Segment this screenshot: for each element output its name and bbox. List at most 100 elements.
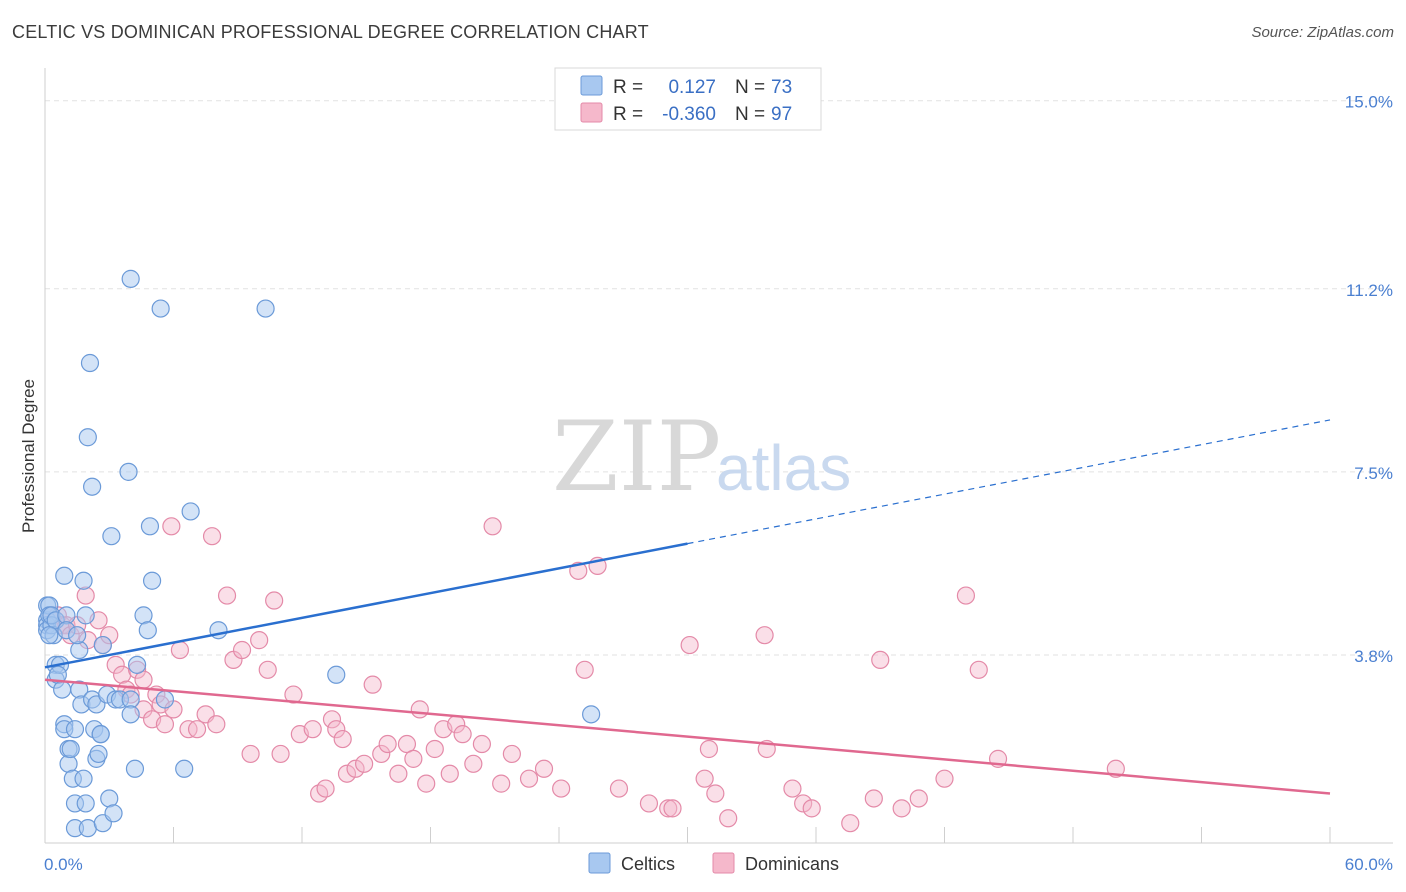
dominicans-point-21 <box>155 715 175 734</box>
dominicans-point-82 <box>755 626 774 645</box>
dominicans-point-85 <box>794 794 813 813</box>
dominicans-point-61 <box>453 725 472 744</box>
dominicans-point-40 <box>303 720 322 739</box>
watermark-atlas: atlas <box>716 432 851 504</box>
celtics-point-54 <box>119 462 138 481</box>
legend: R = 0.127 N = 73 R = -0.360 N = 97 <box>554 67 822 131</box>
celtics-trend-line <box>44 542 688 669</box>
legend-celtics-n-label: N = <box>735 77 765 98</box>
celtics-point-22 <box>61 739 80 759</box>
dominicans-point-90 <box>892 799 911 818</box>
celtics-point-63 <box>142 571 162 590</box>
bottom-legend-celtics-swatch <box>588 852 611 874</box>
trend-lines <box>44 419 1331 795</box>
celtics-point-34 <box>76 794 95 813</box>
dominicans-point-36 <box>265 591 284 610</box>
dominicans-point-94 <box>969 660 988 679</box>
celtics-point-31 <box>74 571 93 590</box>
celtics-point-67 <box>181 502 200 521</box>
dominicans-point-59 <box>440 764 459 783</box>
dominicans-point-43 <box>322 710 342 729</box>
celtics-point-65 <box>155 690 175 709</box>
dominicans-point-48 <box>355 754 374 773</box>
dominicans-point-92 <box>935 769 954 788</box>
celtics-point-29 <box>68 626 87 645</box>
dominicans-point-44 <box>327 720 346 739</box>
dominicans-point-35 <box>258 660 277 679</box>
celtics-point-28 <box>70 640 89 660</box>
legend-celtics-swatch <box>580 75 603 96</box>
celtics-point-56 <box>121 269 140 288</box>
celtics-point-58 <box>125 759 145 778</box>
y-tick-label-0: 3.8% <box>1354 647 1393 666</box>
dominicans-point-55 <box>410 700 429 719</box>
watermark-zip: ZIP <box>552 401 721 513</box>
dominicans-point-76 <box>663 799 682 818</box>
dominicans-point-51 <box>378 734 397 754</box>
chart-title: CELTIC VS DOMINICAN PROFESSIONAL DEGREE … <box>12 22 649 42</box>
celtics-point-72 <box>40 626 59 645</box>
celtics-point-64 <box>151 299 170 318</box>
dominicans-point-6 <box>76 586 95 605</box>
dominicans-point-22 <box>162 517 181 536</box>
dominicans-point-32 <box>232 640 252 660</box>
celtics-point-33 <box>74 769 93 788</box>
dominicans-point-75 <box>659 799 678 818</box>
dominicans-point-87 <box>841 814 860 833</box>
bottom-legend-dominicans-label: Dominicans <box>745 854 839 874</box>
celtics-point-69 <box>256 299 275 318</box>
legend-dominicans-n-value: 97 <box>771 104 792 125</box>
celtics-point-37 <box>80 353 100 373</box>
watermark: ZIP atlas <box>552 401 851 513</box>
dominicans-point-42 <box>316 779 335 798</box>
dominicans-point-62 <box>464 754 483 773</box>
legend-dominicans-r-label: R = <box>613 104 643 125</box>
bottom-legend: Celtics Dominicans <box>588 852 839 874</box>
dominicans-point-80 <box>706 784 725 803</box>
dominicans-point-54 <box>404 749 423 768</box>
celtics-point-38 <box>83 477 102 496</box>
celtics-point-45 <box>91 725 110 744</box>
dominicans-point-52 <box>389 764 408 783</box>
y-tick-label-2: 11.2% <box>1346 281 1393 300</box>
celtics-point-43 <box>89 744 108 764</box>
legend-dominicans-r-value: -0.360 <box>662 104 716 125</box>
y-tick-labels: 3.8% 7.5% 11.2% 15.0% <box>1345 93 1393 666</box>
legend-celtics-r-label: R = <box>613 77 643 98</box>
celtics-point-51 <box>104 804 123 823</box>
x-tick-label-0: 0.0% <box>44 855 83 874</box>
dominicans-point-34 <box>250 631 269 650</box>
dominicans-point-57 <box>425 739 444 759</box>
dominicans-point-37 <box>271 744 290 764</box>
dominicans-point-71 <box>575 660 594 679</box>
celtics-point-62 <box>140 517 160 536</box>
legend-dominicans-swatch <box>580 102 603 123</box>
celtics-point-66 <box>175 759 194 778</box>
celtics-point-59 <box>127 655 147 674</box>
source-label: Source: ZipAtlas.com <box>1251 24 1394 41</box>
celtics-point-70 <box>327 665 346 684</box>
dominicans-point-46 <box>337 764 357 783</box>
dominicans-point-45 <box>333 729 352 749</box>
axes <box>44 68 1393 844</box>
x-tick-labels: 0.0% 60.0% <box>44 855 1393 874</box>
celtics-point-46 <box>93 635 112 655</box>
dominicans-point-64 <box>483 517 502 536</box>
dominicans-point-73 <box>609 779 629 798</box>
dominicans-point-47 <box>346 759 365 778</box>
dominicans-point-49 <box>363 675 382 694</box>
dominicans-point-24 <box>170 640 190 660</box>
celtics-point-15 <box>55 566 74 585</box>
celtics-point-32 <box>76 606 95 625</box>
y-tick-label-3: 15.0% <box>1345 93 1393 112</box>
dominicans-point-56 <box>417 774 436 793</box>
celtics-point-50 <box>102 527 121 546</box>
y-tick-label-1: 7.5% <box>1354 464 1393 483</box>
dominicans-trend-line <box>44 678 1331 795</box>
dominicans-point-65 <box>492 774 511 793</box>
dominicans-point-68 <box>534 759 554 778</box>
y-axis-label: Professional Degree <box>19 379 38 533</box>
dominicans-point-91 <box>909 789 928 808</box>
dominicans-point-74 <box>639 794 659 813</box>
dominicans-point-84 <box>783 779 802 798</box>
